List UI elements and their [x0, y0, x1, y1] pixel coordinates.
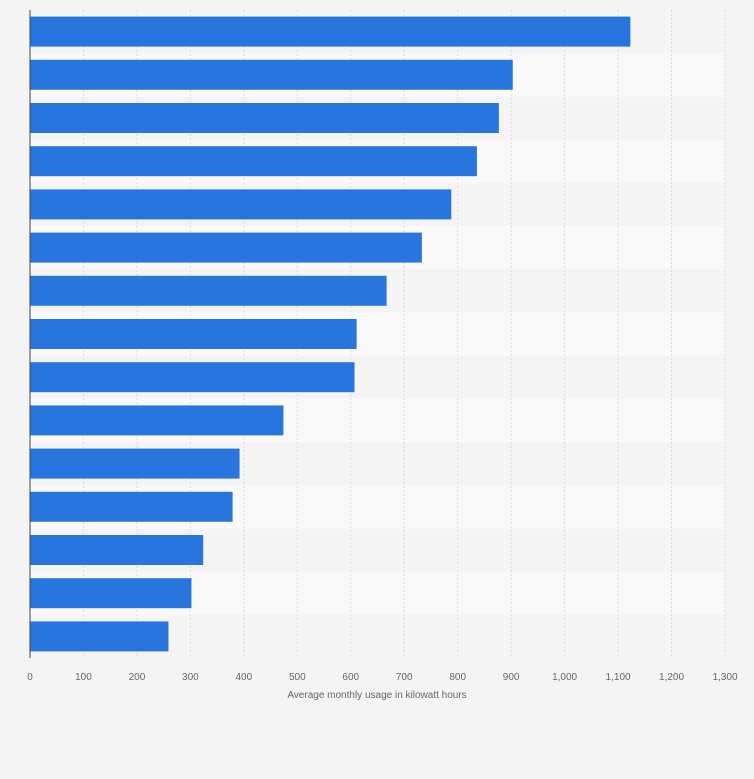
x-tick-label: 400: [236, 672, 253, 683]
x-tick-label: 1,200: [659, 672, 684, 683]
bar[interactable]: [30, 59, 513, 90]
x-tick-labels: 0 100 200 300 400 500 600 700 800 900 1,000 1,100 1,…: [27, 672, 738, 683]
bar[interactable]: [30, 491, 233, 522]
x-tick-label: 900: [503, 672, 520, 683]
x-tick-label: 0: [27, 672, 33, 683]
bar[interactable]: [30, 16, 631, 47]
bars: [30, 16, 631, 652]
x-tick-label: 100: [75, 672, 92, 683]
bar[interactable]: [30, 535, 204, 565]
x-tick-label: 1,100: [606, 672, 631, 683]
x-tick-label: 300: [182, 672, 199, 683]
x-tick-label: 500: [289, 672, 306, 683]
bar[interactable]: [30, 578, 192, 609]
bar[interactable]: [30, 319, 357, 349]
x-tick-label: 800: [449, 672, 466, 683]
bar[interactable]: [30, 362, 355, 393]
x-tick-label: 1,300: [712, 672, 737, 683]
x-tick-label: 1,000: [552, 672, 577, 683]
bar[interactable]: [30, 232, 422, 263]
bar[interactable]: [30, 103, 499, 133]
x-tick-label: 600: [342, 672, 359, 683]
bar[interactable]: [30, 405, 284, 436]
x-axis-title: Average monthly usage in kilowatt hours: [287, 690, 466, 701]
bar[interactable]: [30, 621, 169, 652]
bar[interactable]: [30, 189, 452, 220]
x-tick-label: 700: [396, 672, 413, 683]
bar[interactable]: [30, 275, 387, 306]
x-tick-label: 200: [129, 672, 146, 683]
bar[interactable]: [30, 146, 477, 177]
bar[interactable]: [30, 448, 240, 479]
